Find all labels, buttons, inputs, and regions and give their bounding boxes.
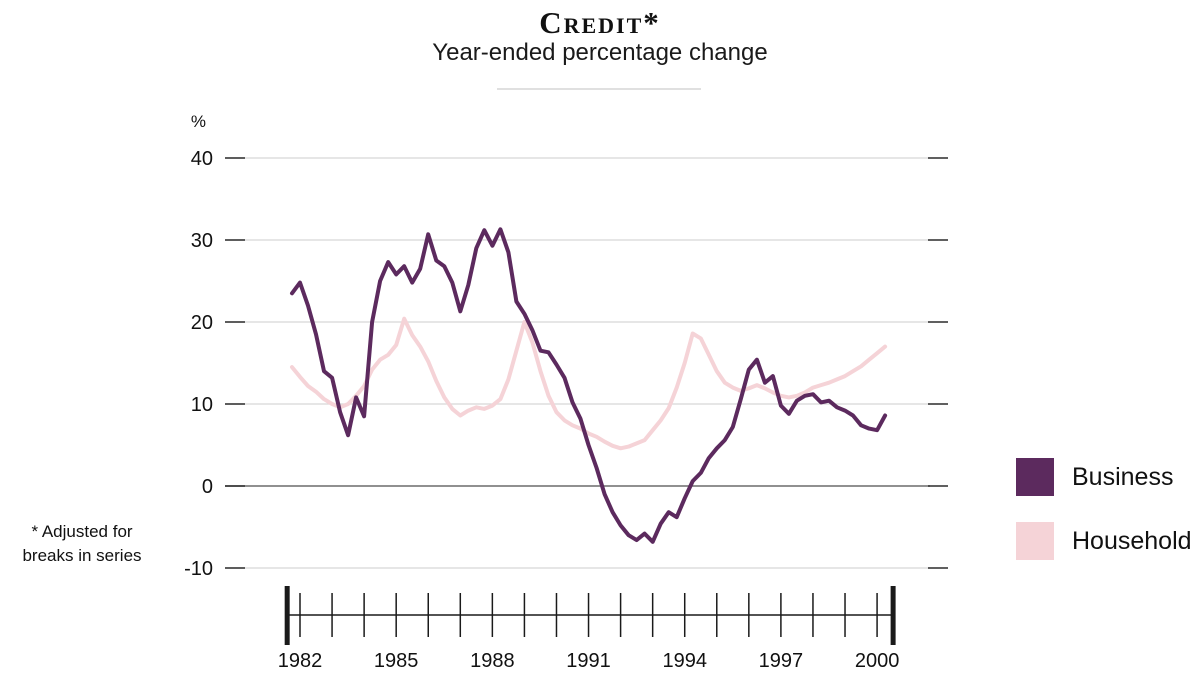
footnote-line2: breaks in series bbox=[22, 545, 142, 565]
business-swatch bbox=[1016, 458, 1054, 496]
y-axis-label-40: 40 bbox=[191, 148, 213, 170]
y-axis-label--10: -10 bbox=[184, 558, 213, 580]
household-line bbox=[290, 316, 888, 451]
chart-title: Credit* bbox=[539, 5, 661, 40]
household-swatch bbox=[1016, 522, 1054, 560]
x-axis-label-1985: 1985 bbox=[374, 650, 419, 672]
footnote-line1: * Adjusted for bbox=[31, 522, 133, 541]
y-axis-label-0: 0 bbox=[202, 476, 213, 498]
x-axis-label-1988: 1988 bbox=[470, 650, 515, 672]
header-rule bbox=[497, 88, 701, 90]
legend-item-household: Household bbox=[1016, 522, 1192, 560]
x-axis-label-1997: 1997 bbox=[759, 650, 804, 672]
y-axis-unit: % bbox=[191, 112, 206, 131]
legend: Business Household bbox=[1016, 458, 1192, 560]
x-axis-label-1991: 1991 bbox=[566, 650, 611, 672]
x-axis-label-1994: 1994 bbox=[662, 650, 707, 672]
legend-item-business: Business bbox=[1016, 458, 1192, 496]
business-line bbox=[290, 227, 888, 544]
y-axis-label-10: 10 bbox=[191, 394, 213, 416]
x-axis-label-2000: 2000 bbox=[855, 650, 900, 672]
x-axis-label-1982: 1982 bbox=[278, 650, 323, 672]
footnote: * Adjusted for breaks in series bbox=[12, 520, 152, 568]
business-legend-label: Business bbox=[1072, 462, 1174, 491]
y-axis-label-20: 20 bbox=[191, 312, 213, 334]
chart-subtitle: Year-ended percentage change bbox=[432, 39, 768, 66]
y-axis-label-30: 30 bbox=[191, 230, 213, 252]
household-legend-label: Household bbox=[1072, 526, 1192, 555]
